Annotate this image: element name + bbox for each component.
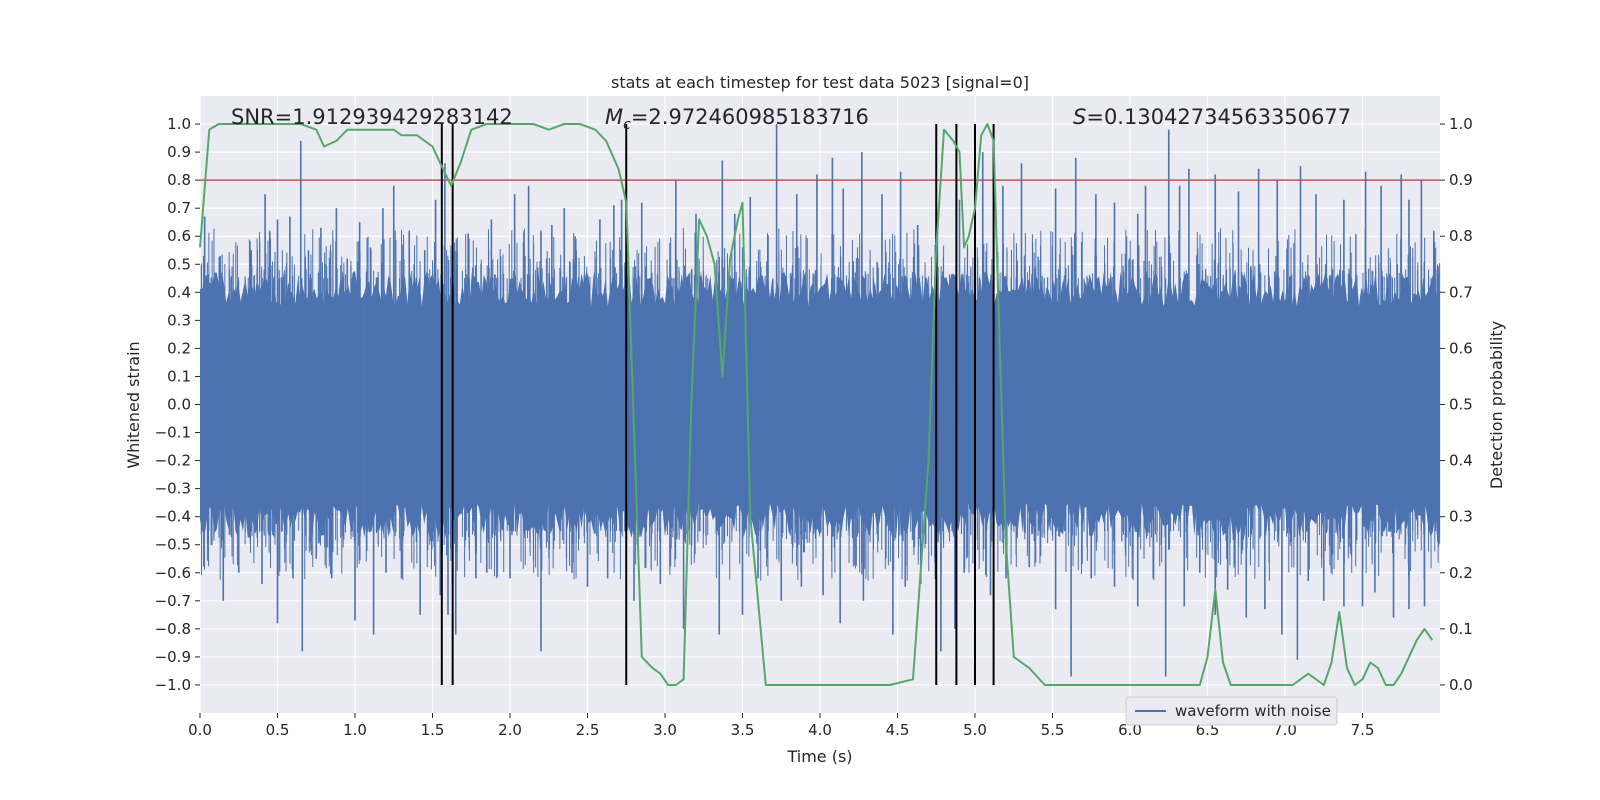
x-tick-label: 4.0 bbox=[808, 721, 832, 739]
y-tick-label: 0.9 bbox=[167, 143, 191, 161]
y-tick-label: 0.4 bbox=[167, 283, 191, 301]
y-axis-label: Whitened strain bbox=[124, 341, 143, 468]
y2-tick-label: 0.9 bbox=[1449, 171, 1473, 189]
legend: waveform with noise bbox=[1125, 696, 1338, 726]
y2-tick-label: 1.0 bbox=[1449, 115, 1473, 133]
x-tick-label: 0.0 bbox=[188, 721, 212, 739]
y2-tick-label: 0.5 bbox=[1449, 396, 1473, 414]
x-axis-ticks: 0.0 0.5 1.0 1.5 2.0 2.5 3.0 3.5 4.0 4.5 5.0 5.5 6.0 6… bbox=[188, 713, 1374, 739]
x-tick-label: 5.0 bbox=[963, 721, 987, 739]
y-tick-label: −0.3 bbox=[155, 480, 191, 498]
y-tick-label: −0.5 bbox=[155, 536, 191, 554]
y2-tick-label: 0.7 bbox=[1449, 283, 1473, 301]
y-tick-label: 0.1 bbox=[167, 367, 191, 385]
y2-tick-label: 0.6 bbox=[1449, 339, 1473, 357]
y2-tick-label: 0.2 bbox=[1449, 564, 1473, 582]
y-tick-label: −0.6 bbox=[155, 564, 191, 582]
y2-axis-ticks: 0.0 0.1 0.2 0.3 0.4 0.5 0.6 0.7 0.8 0.9 1.0 bbox=[1440, 115, 1473, 694]
y-tick-label: −0.2 bbox=[155, 452, 191, 470]
x-tick-label: 7.5 bbox=[1351, 721, 1375, 739]
y-tick-label: −0.1 bbox=[155, 424, 191, 442]
x-tick-label: 4.5 bbox=[886, 721, 910, 739]
probability-line bbox=[199, 123, 1434, 686]
y2-tick-label: 0.0 bbox=[1449, 676, 1473, 694]
y-tick-label: 0.5 bbox=[167, 255, 191, 273]
x-tick-label: 2.0 bbox=[498, 721, 522, 739]
waveform-series bbox=[200, 124, 1441, 677]
chirp-mass-value: =2.972460985183716 bbox=[631, 105, 869, 129]
snr-annotation: SNR=1.912939429283142 bbox=[231, 105, 513, 129]
y-tick-label: 0.3 bbox=[167, 311, 191, 329]
s-value: =0.13042734563350677 bbox=[1086, 105, 1351, 129]
legend-box bbox=[1125, 696, 1338, 726]
y-tick-label: −0.7 bbox=[155, 592, 191, 610]
y-tick-label: −1.0 bbox=[155, 676, 191, 694]
s-symbol: S bbox=[1073, 105, 1086, 129]
y2-tick-label: 0.8 bbox=[1449, 227, 1473, 245]
chart-title: stats at each timestep for test data 502… bbox=[611, 73, 1029, 92]
x-tick-label: 0.5 bbox=[266, 721, 290, 739]
s-annotation: S=0.13042734563350677 bbox=[1073, 105, 1351, 129]
y-tick-label: 0.0 bbox=[167, 396, 191, 414]
y-tick-label: −0.9 bbox=[155, 648, 191, 666]
y-tick-label: 0.2 bbox=[167, 339, 191, 357]
x-tick-label: 3.5 bbox=[731, 721, 755, 739]
chirp-mass-symbol: M bbox=[605, 105, 623, 129]
y-axis-ticks: −1.0 −0.9 −0.8 −0.7 −0.6 −0.5 −0.4 −0.3 −0.2 −0.1… bbox=[155, 115, 200, 694]
x-tick-label: 1.5 bbox=[421, 721, 445, 739]
legend-label: waveform with noise bbox=[1175, 702, 1331, 720]
y-tick-label: 0.8 bbox=[167, 171, 191, 189]
y-tick-label: 1.0 bbox=[167, 115, 191, 133]
y2-tick-label: 0.4 bbox=[1449, 452, 1473, 470]
x-axis-label: Time (s) bbox=[786, 747, 852, 766]
x-tick-label: 1.0 bbox=[343, 721, 367, 739]
y-tick-label: −0.4 bbox=[155, 508, 191, 526]
x-tick-label: 2.5 bbox=[576, 721, 600, 739]
y-tick-label: 0.7 bbox=[167, 199, 191, 217]
x-tick-label: 3.0 bbox=[653, 721, 677, 739]
y-tick-label: −0.8 bbox=[155, 620, 191, 638]
y2-tick-label: 0.1 bbox=[1449, 620, 1473, 638]
chirp-mass-subscript: c bbox=[623, 117, 631, 133]
y2-tick-label: 0.3 bbox=[1449, 508, 1473, 526]
y-tick-label: 0.6 bbox=[167, 227, 191, 245]
x-tick-label: 5.5 bbox=[1041, 721, 1065, 739]
chirp-mass-annotation: Mc=2.972460985183716 bbox=[605, 105, 869, 133]
probability-series bbox=[199, 123, 1434, 686]
y2-axis-label: Detection probability bbox=[1487, 321, 1506, 489]
